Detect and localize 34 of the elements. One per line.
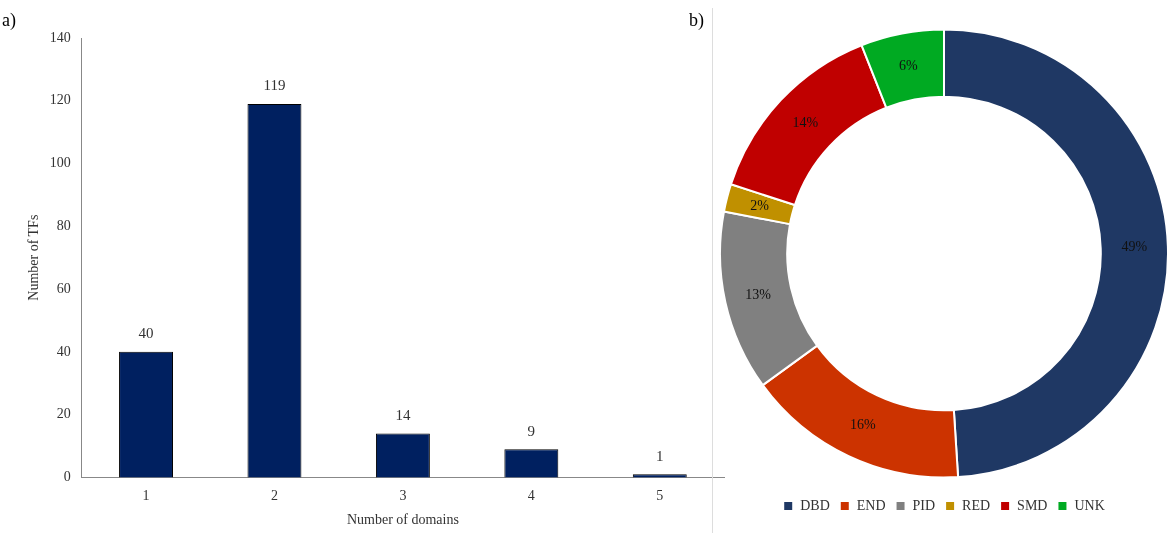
data-label: 49% xyxy=(1121,239,1148,255)
legend-label: RED xyxy=(962,497,991,513)
y-tick-label: 100 xyxy=(49,155,71,171)
text: b) xyxy=(689,10,704,31)
legend-label: END xyxy=(856,497,886,513)
data-label: 2% xyxy=(750,197,770,213)
data-label: 119 xyxy=(263,77,286,94)
y-tick-label: 140 xyxy=(49,29,71,45)
legend-label: SMD xyxy=(1017,497,1048,513)
y-tick-label: 60 xyxy=(56,280,71,296)
y-axis-title: Number of TFs xyxy=(26,214,42,301)
x-tick-label: 4 xyxy=(527,488,535,504)
data-label: 1 xyxy=(656,447,664,464)
x-tick-label: 2 xyxy=(270,488,278,504)
data-label: 14 xyxy=(395,406,411,423)
data-label: 14% xyxy=(792,114,819,130)
y-tick-label: 80 xyxy=(56,217,71,233)
data-label: 6% xyxy=(898,58,918,74)
y-tick-label: 40 xyxy=(56,343,71,359)
data-label: 40 xyxy=(138,325,154,342)
x-tick-label: 3 xyxy=(399,488,407,504)
x-tick-label: 1 xyxy=(142,488,150,504)
text: a) xyxy=(2,10,16,31)
legend-label: UNK xyxy=(1074,497,1105,513)
x-axis-title: Number of domains xyxy=(346,512,459,528)
data-label: 16% xyxy=(850,417,877,433)
legend-label: PID xyxy=(912,497,936,513)
data-label: 13% xyxy=(745,286,772,302)
data-label: 9 xyxy=(527,422,536,439)
y-tick-label: 120 xyxy=(49,92,71,108)
y-tick-label: 20 xyxy=(56,406,71,422)
y-tick-label: 0 xyxy=(63,469,71,485)
legend-label: DBD xyxy=(800,497,830,513)
x-tick-label: 5 xyxy=(656,488,664,504)
